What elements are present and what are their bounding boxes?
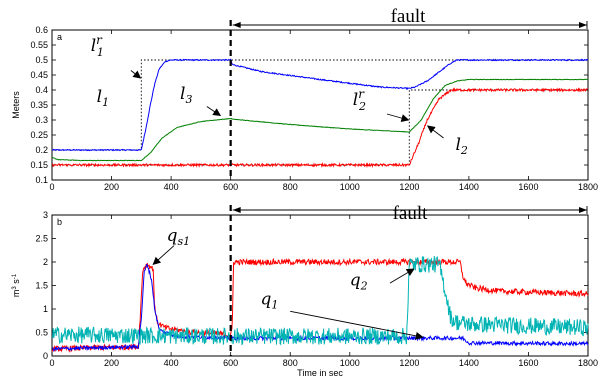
annotation-arrow-l2 bbox=[426, 125, 444, 139]
x-tick-label: 1000 bbox=[340, 182, 360, 192]
x-tick-label: 200 bbox=[104, 182, 119, 192]
panel-letter: a bbox=[57, 32, 62, 42]
annotation-arrow-l2r bbox=[386, 113, 410, 122]
annotation-qs1: qs1 bbox=[167, 226, 191, 248]
annotation-q2: q2 bbox=[350, 271, 368, 293]
y-tick-label: 0.5 bbox=[35, 328, 48, 338]
panel-b: 0 200 400 600 800 1000 1200 1400 1600 1800 0 0.5 1 1.… bbox=[11, 203, 598, 378]
annotation-arrow-l1r bbox=[130, 70, 142, 79]
series-line-l2 bbox=[51, 87, 589, 169]
x-axis-label: Time in sec bbox=[297, 368, 343, 378]
x-tick-label: 1400 bbox=[459, 182, 479, 192]
y-tick-label: 0.15 bbox=[30, 160, 48, 170]
y-tick-label: 0.5 bbox=[35, 55, 48, 65]
y-tick-label: 0 bbox=[43, 351, 48, 361]
annotation-arrow-l3 bbox=[206, 106, 222, 117]
annotation-arrow-q2 bbox=[389, 268, 415, 284]
panel-letter: b bbox=[57, 217, 62, 227]
x-tick-label: 0 bbox=[49, 182, 54, 192]
x-tick-label: 400 bbox=[164, 182, 179, 192]
y-axis-label: Meters bbox=[11, 91, 21, 119]
y-tick-label: 0.25 bbox=[30, 130, 48, 140]
x-tick-label: 1600 bbox=[518, 182, 538, 192]
annotation-l2: l2 bbox=[455, 135, 467, 157]
fault-arrowhead-right bbox=[579, 22, 587, 28]
y-tick-label: 3 bbox=[43, 210, 48, 220]
panel-a: 0 200 400 600 800 1000 1200 1400 1600 1800 0.1 0.15… bbox=[11, 6, 598, 192]
series-line-q2 bbox=[51, 255, 589, 346]
fault-arrowhead-left bbox=[232, 207, 241, 213]
series-line-l3 bbox=[51, 78, 589, 162]
x-tick-label: 1600 bbox=[518, 358, 538, 368]
fault-arrowhead-right bbox=[579, 207, 587, 213]
annotation-q1: q1 bbox=[260, 289, 278, 311]
y-tick-label: 0.6 bbox=[35, 25, 48, 35]
y-tick-label: 0.45 bbox=[30, 70, 48, 80]
y-axis-label: m3 s-1 bbox=[11, 273, 21, 297]
fault-arrowhead-left bbox=[232, 22, 241, 28]
series-line-l1 bbox=[51, 58, 589, 152]
annotation-l1: l1 bbox=[97, 87, 109, 109]
x-tick-label: 1200 bbox=[399, 182, 419, 192]
x-tick-label: 600 bbox=[223, 358, 238, 368]
fault-label: fault bbox=[393, 203, 429, 224]
x-tick-label: 800 bbox=[283, 182, 298, 192]
series-line-qs1 bbox=[51, 257, 589, 353]
y-tick-label: 2.5 bbox=[35, 234, 48, 244]
y-tick-label: 1 bbox=[43, 304, 48, 314]
x-tick-label: 200 bbox=[104, 358, 119, 368]
y-tick-label: 0.35 bbox=[30, 100, 48, 110]
reference-line-l2r bbox=[52, 89, 588, 166]
plot-frame bbox=[51, 29, 589, 181]
annotation-arrow-q1 bbox=[290, 310, 424, 340]
reference-line-l1r bbox=[52, 59, 588, 151]
x-tick-label: 1400 bbox=[459, 358, 479, 368]
x-tick-label: 1800 bbox=[578, 358, 598, 368]
y-tick-label: 0.4 bbox=[35, 85, 48, 95]
y-tick-label: 0.2 bbox=[35, 145, 48, 155]
y-tick-label: 0.1 bbox=[35, 175, 48, 185]
x-tick-label: 1200 bbox=[399, 358, 419, 368]
x-tick-label: 600 bbox=[223, 182, 238, 192]
x-tick-label: 0 bbox=[49, 358, 54, 368]
y-tick-label: 1.5 bbox=[35, 281, 48, 291]
x-tick-label: 400 bbox=[164, 358, 179, 368]
fault-label: fault bbox=[391, 6, 427, 27]
y-tick-label: 0.3 bbox=[35, 115, 48, 125]
x-tick-label: 1000 bbox=[340, 358, 360, 368]
annotation-l2r: lr 2 bbox=[353, 87, 366, 113]
y-tick-label: 2 bbox=[43, 257, 48, 267]
annotation-arrow-qs1 bbox=[152, 245, 175, 266]
x-tick-label: 800 bbox=[283, 358, 298, 368]
annotation-l1r: lr 1 bbox=[91, 33, 104, 59]
y-tick-label: 0.55 bbox=[30, 40, 48, 50]
annotation-l3: l3 bbox=[180, 84, 192, 106]
x-tick-label: 1800 bbox=[578, 182, 598, 192]
